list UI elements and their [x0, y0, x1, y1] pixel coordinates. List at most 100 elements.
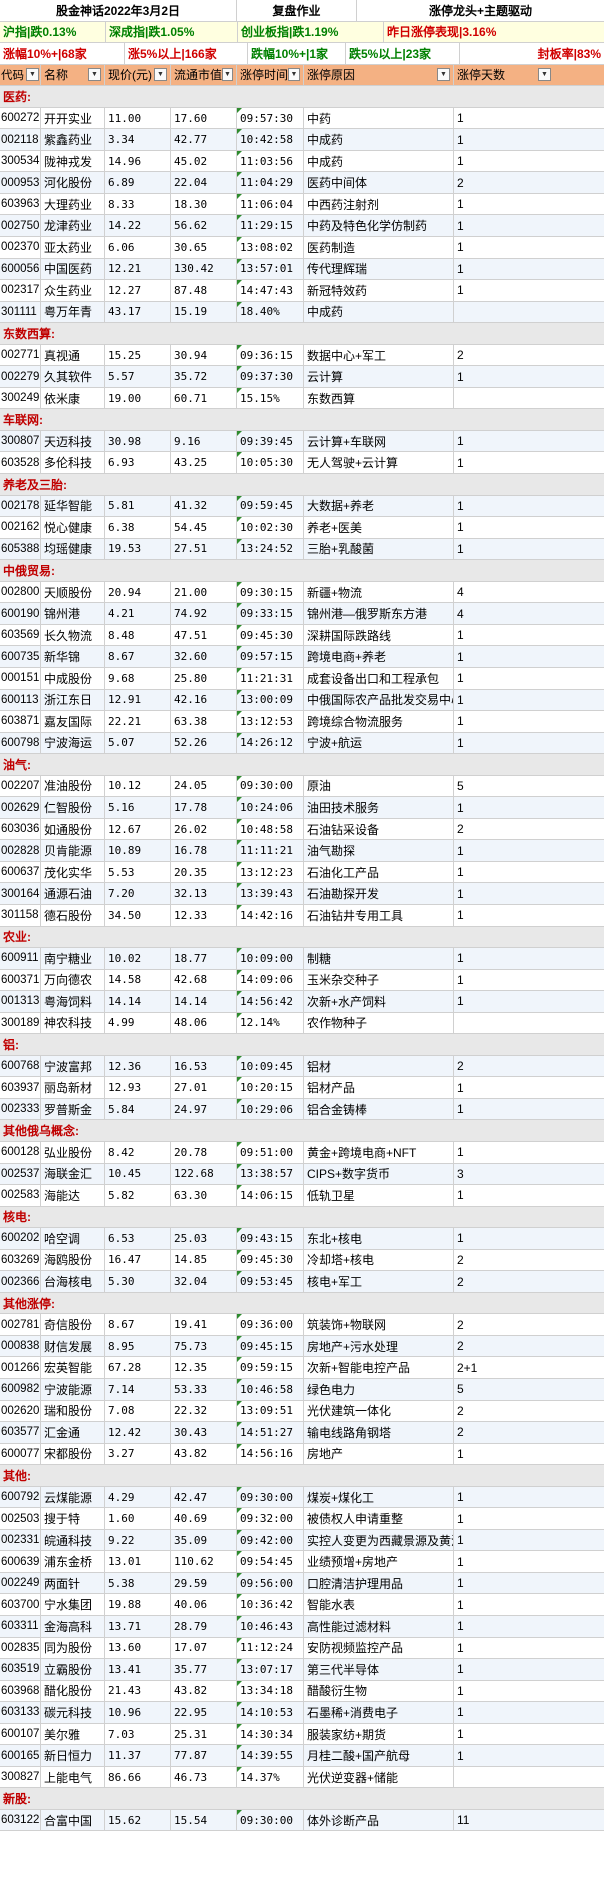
market-cap-cell: 43.82: [171, 1443, 237, 1465]
limit-time-cell: 10:46:58: [237, 1379, 304, 1400]
stock-name-cell: 浙江东日: [41, 689, 105, 711]
limit-days-cell: 1: [457, 111, 464, 125]
stock-code-cell: 300189: [0, 1012, 41, 1034]
price-cell: 22.21: [105, 711, 171, 732]
table-row: 600128 弘业股份 8.42 20.78 09:51:00 黄金+跨境电商+NFT 1: [0, 1141, 604, 1164]
section-title: 东数西算:: [3, 326, 55, 341]
limit-days-cell: 1: [457, 197, 464, 212]
stock-name-cell: 哈空调: [41, 1228, 105, 1249]
stock-name-cell: 合富中国: [41, 1809, 105, 1831]
limit-days-cell: 1: [457, 671, 464, 686]
stock-name-cell: 均瑶健康: [41, 538, 105, 560]
limit-days-cell: 1: [457, 886, 464, 901]
table-row: 000838 财信发展 8.95 75.73 09:45:15 房地产+污水处理 2: [0, 1335, 604, 1358]
limit-time-cell: 09:32:00: [237, 1508, 304, 1529]
stock-name-cell: 美尔雅: [41, 1723, 105, 1745]
stock-name-cell: 河化股份: [41, 172, 105, 193]
stock-code-cell: 600272: [0, 107, 41, 129]
price-cell: 7.08: [105, 1400, 171, 1422]
filter-dropdown-icon[interactable]: ▼: [437, 68, 450, 82]
table-row: 300827 上能电气 86.66 46.73 14.37% 光伏逆变器+储能: [0, 1766, 604, 1789]
market-cap-cell: 43.82: [171, 1680, 237, 1702]
filter-dropdown-icon[interactable]: ▼: [26, 68, 39, 82]
limit-reason-cell: 煤炭+煤化工: [304, 1486, 454, 1508]
limit-reason-cell: 房地产+污水处理: [304, 1335, 454, 1357]
stock-name-cell: 中成股份: [41, 667, 105, 689]
stock-code-cell: 600792: [0, 1486, 41, 1508]
filter-dropdown-icon[interactable]: ▼: [538, 68, 551, 82]
price-cell: 5.57: [105, 366, 171, 387]
limit-days-cell: 1: [457, 692, 464, 707]
limit-time-cell: 09:45:30: [237, 624, 304, 646]
limit-reason-cell: 铝材: [304, 1055, 454, 1077]
stat-down10: 跌幅10%+|1家: [248, 43, 346, 64]
limit-days-cell: 2: [457, 1252, 464, 1267]
stock-code-cell: 600735: [0, 646, 41, 667]
limit-time-cell: 14:09:06: [237, 969, 304, 991]
limit-reason-cell: 东数西算: [304, 387, 454, 409]
table-row: 603871 嘉友国际 22.21 63.38 13:12:53 跨境综合物流服务 1: [0, 711, 604, 733]
limit-time-cell: 09:57:15: [237, 646, 304, 667]
table-row: 603937 丽岛新材 12.93 27.01 10:20:15 铝材产品 1: [0, 1077, 604, 1099]
price-cell: 13.41: [105, 1659, 171, 1680]
limit-time-cell: 09:30:00: [237, 1809, 304, 1831]
market-cap-cell: 30.65: [171, 237, 237, 258]
table-row: 002828 贝肯能源 10.89 16.78 11:11:21 油气勘探 1: [0, 840, 604, 862]
price-cell: 7.14: [105, 1379, 171, 1400]
table-row: 603122 合富中国 15.62 15.54 09:30:00 体外诊断产品 11: [0, 1809, 604, 1832]
market-cap-cell: 32.60: [171, 646, 237, 667]
limit-time-cell: 11:21:31: [237, 667, 304, 689]
market-cap-cell: 42.16: [171, 689, 237, 711]
limit-time-cell: 14:06:15: [237, 1185, 304, 1206]
column-price-header: 现价(元) ▼: [105, 64, 171, 86]
filter-dropdown-icon[interactable]: ▼: [88, 68, 101, 82]
table-row: 000151 中成股份 9.68 25.80 11:21:31 成套设备出口和工程承包 1: [0, 667, 604, 690]
stock-name-cell: 台海核电: [41, 1271, 105, 1292]
filter-dropdown-icon[interactable]: ▼: [222, 68, 233, 82]
stock-code-cell: 002279: [0, 366, 41, 387]
stock-name-cell: 上能电气: [41, 1766, 105, 1788]
market-cap-cell: 25.03: [171, 1228, 237, 1249]
stock-name-cell: 新日恒力: [41, 1745, 105, 1766]
limit-reason-cell: 云计算: [304, 366, 454, 387]
limit-reason-cell: 农作物种子: [304, 1012, 454, 1034]
market-cap-cell: 22.04: [171, 172, 237, 193]
stock-name-cell: 宁波海运: [41, 732, 105, 754]
column-days-header: 涨停天数 ▼: [454, 65, 554, 86]
limit-days-cell: 1: [457, 283, 464, 298]
stock-code-cell: 002620: [0, 1400, 41, 1422]
limit-reason-cell: 智能水表: [304, 1594, 454, 1616]
limit-days-cell: 1: [457, 218, 464, 233]
limit-days-cell: 1: [457, 649, 464, 664]
limit-days-cell: 11: [457, 1813, 470, 1828]
section-title: 其他涨停:: [3, 1296, 55, 1311]
stock-code-cell: 603311: [0, 1616, 41, 1637]
stock-code-cell: 603577: [0, 1422, 41, 1443]
limit-time-cell: 09:45:30: [237, 1249, 304, 1271]
market-cap-cell: 41.32: [171, 495, 237, 517]
stock-name-cell: 金海高科: [41, 1616, 105, 1637]
limit-time-cell: 09:33:15: [237, 603, 304, 624]
limit-time-cell: 14:10:53: [237, 1702, 304, 1723]
limit-time-cell: 13:24:52: [237, 538, 304, 560]
filter-dropdown-icon[interactable]: ▼: [154, 68, 167, 82]
stock-name-cell: 弘业股份: [41, 1141, 105, 1163]
section-header: 车联网:: [0, 409, 604, 431]
limit-reason-cell: 东北+核电: [304, 1228, 454, 1249]
stock-name-cell: 瑞和股份: [41, 1400, 105, 1422]
limit-days-cell: 1: [457, 843, 464, 858]
price-cell: 13.60: [105, 1637, 171, 1659]
limit-time-cell: 10:48:58: [237, 818, 304, 840]
filter-dropdown-icon[interactable]: ▼: [288, 68, 300, 82]
table-row: 603968 醋化股份 21.43 43.82 13:34:18 醋酸衍生物 1: [0, 1680, 604, 1703]
column-mktcap-header: 流通市值 ▼: [171, 64, 237, 86]
limit-reason-cell: 制糖: [304, 948, 454, 969]
table-row: 002178 延华智能 5.81 41.32 09:59:45 大数据+养老 1: [0, 495, 604, 518]
limit-reason-cell: 石墨稀+消费电子: [304, 1702, 454, 1723]
stock-code-cell: 002771: [0, 344, 41, 366]
stock-code-cell: 600165: [0, 1745, 41, 1766]
limit-reason-cell: 光伏建筑一体化: [304, 1400, 454, 1422]
market-cap-cell: 35.72: [171, 366, 237, 387]
stock-name-cell: 锦州港: [41, 603, 105, 624]
limit-days-cell: 1: [457, 154, 464, 169]
